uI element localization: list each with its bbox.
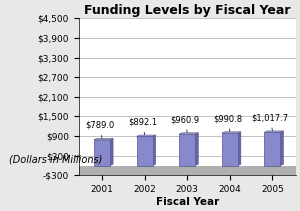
X-axis label: Fiscal Year: Fiscal Year [156, 197, 219, 207]
Polygon shape [153, 135, 156, 165]
Text: $990.8: $990.8 [213, 114, 242, 131]
Bar [94, 140, 110, 165]
Bar [136, 136, 153, 165]
Title: Funding Levels by Fiscal Year: Funding Levels by Fiscal Year [84, 4, 290, 17]
Text: $1,017.7: $1,017.7 [252, 114, 289, 131]
Text: $892.1: $892.1 [128, 118, 157, 135]
Polygon shape [179, 133, 198, 134]
Text: $789.0: $789.0 [85, 121, 115, 138]
Bar [179, 134, 195, 165]
Bar [264, 132, 280, 165]
Polygon shape [264, 131, 284, 132]
Polygon shape [222, 132, 241, 133]
Bar [222, 133, 238, 165]
Text: $960.9: $960.9 [170, 115, 200, 133]
Polygon shape [238, 132, 241, 165]
Bar [79, 165, 296, 175]
Polygon shape [195, 133, 198, 165]
Polygon shape [110, 138, 113, 165]
Polygon shape [280, 131, 283, 165]
Polygon shape [136, 135, 156, 136]
Text: (Dollars in Millions): (Dollars in Millions) [9, 155, 102, 165]
Polygon shape [94, 138, 113, 140]
